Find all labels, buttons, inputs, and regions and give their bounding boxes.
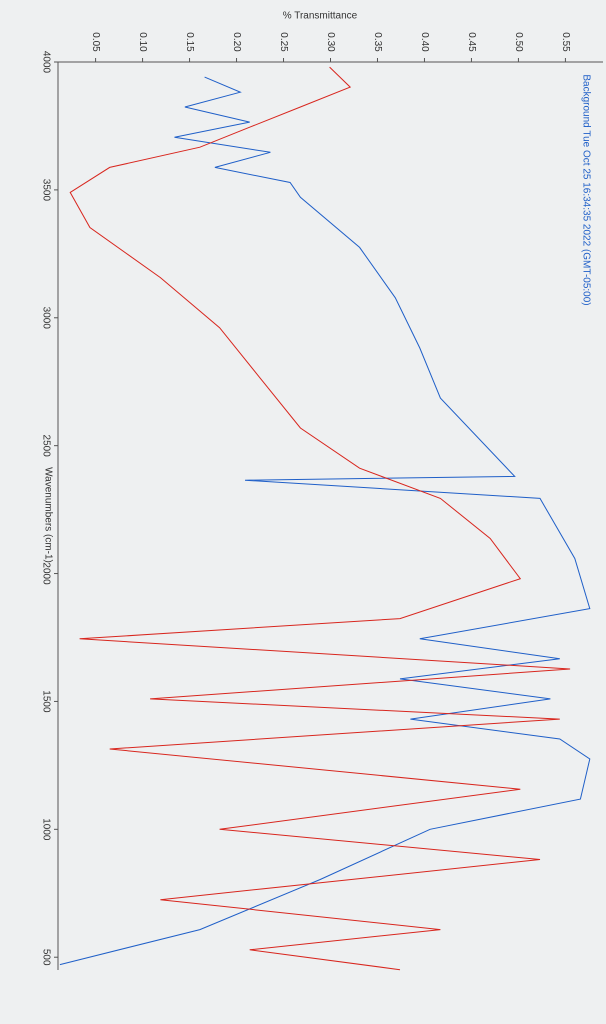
y-tick-label: 0.15: [184, 32, 195, 52]
y-tick-label: 0.55: [560, 32, 571, 52]
x-tick-label: 3500: [40, 179, 51, 202]
y-tick-label: 0.10: [137, 32, 148, 52]
y-tick-label: 0.40: [419, 32, 430, 52]
x-tick-label: 2500: [40, 435, 51, 458]
y-tick-label: 0.45: [466, 32, 477, 52]
annotation: Background Tue Oct 25 16:34:35 2022 (GMT…: [580, 74, 591, 305]
y-tick-label: 0.20: [231, 32, 242, 52]
x-tick-label: 1000: [40, 818, 51, 841]
x-tick-label: 3000: [40, 307, 51, 330]
y-axis-title: % Transmittance: [283, 11, 358, 22]
spectrum-line: [59, 76, 591, 966]
y-tick-label: 0.50: [513, 32, 524, 52]
x-tick-label: 500: [40, 949, 51, 966]
spectrum-line: [69, 66, 571, 971]
x-tick-label: 2000: [40, 562, 51, 585]
x-tick-label: 4000: [40, 51, 51, 74]
x-axis-title: Wavenumbers (cm-1): [42, 467, 53, 563]
x-tick-label: 1500: [40, 690, 51, 713]
y-tick-label: 0.05: [90, 32, 101, 52]
y-tick-label: 0.35: [372, 32, 383, 52]
y-tick-label: 0.25: [278, 32, 289, 52]
y-tick-label: 0.30: [325, 32, 336, 52]
